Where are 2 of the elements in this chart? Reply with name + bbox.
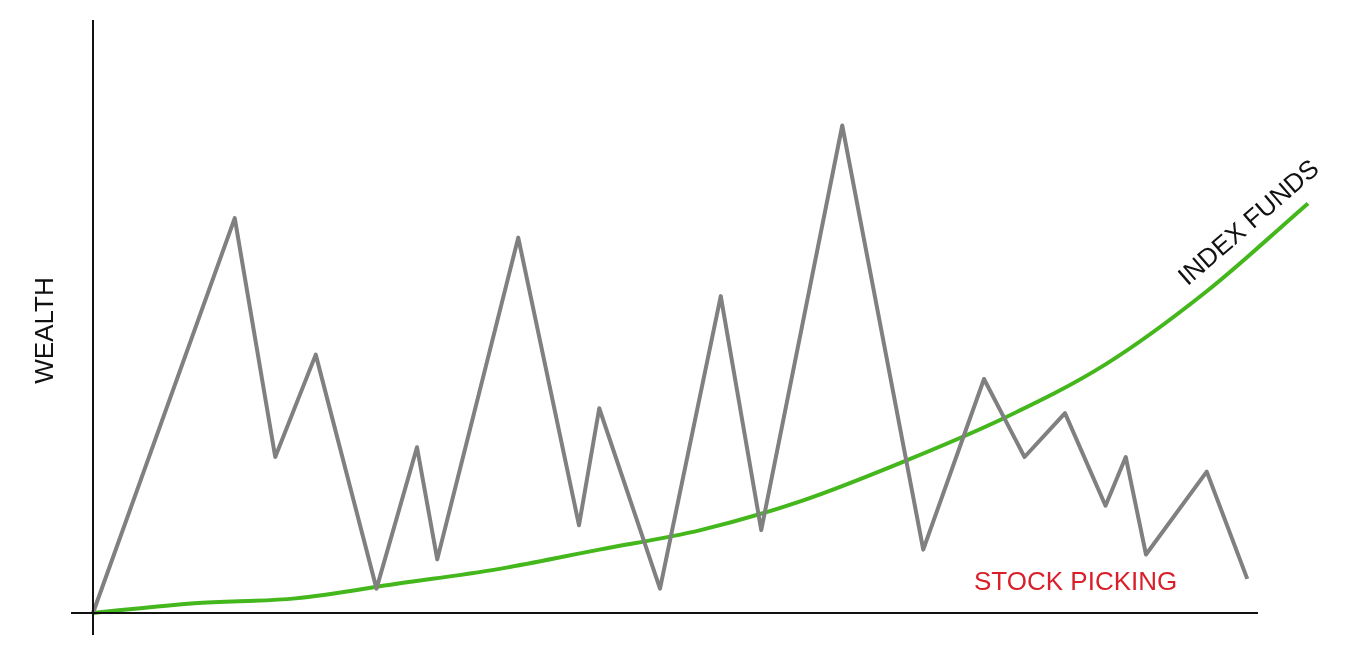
y-axis-title: WEALTH <box>29 277 60 384</box>
series-label: STOCK PICKING <box>974 566 1178 597</box>
